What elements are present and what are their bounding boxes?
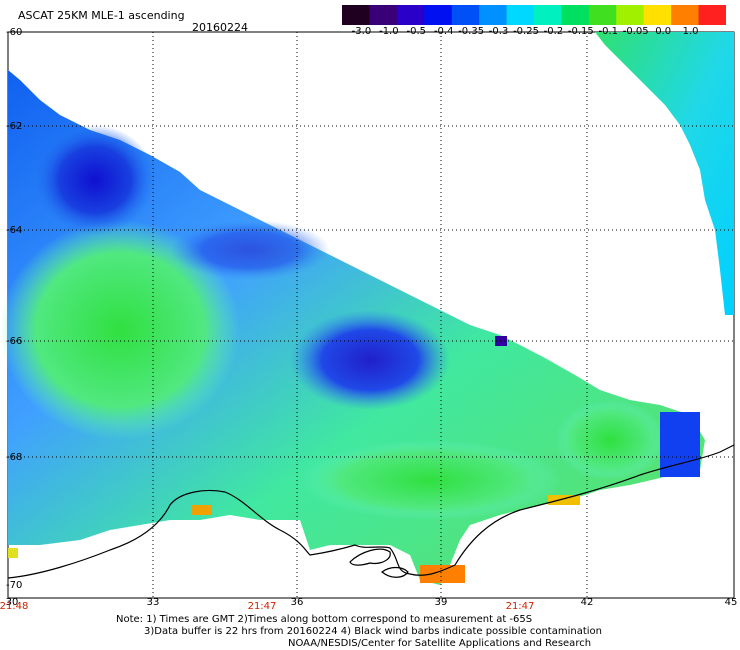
colorbar-tick-label: -0.3 — [488, 26, 509, 37]
colorbar-cell — [643, 5, 672, 25]
colorbar-cell — [534, 5, 562, 25]
x-label-39: 39 — [434, 597, 448, 608]
time-label: 21:47 — [247, 601, 277, 612]
colorbar-cell — [506, 5, 535, 25]
footer-note-1: Note: 1) Times are GMT 2)Times along bot… — [116, 614, 533, 625]
map-title: ASCAT 25KM MLE-1 ascending — [18, 9, 185, 22]
colorbar-tick-label: -0.2 — [543, 26, 564, 37]
data-swath-right — [595, 32, 734, 315]
data-blue-core — [35, 125, 155, 235]
colorbar-tick-label: 1.0 — [682, 26, 699, 37]
colorbar-cell — [479, 5, 508, 25]
data-yellow-pixel — [548, 495, 580, 505]
data-blue-core — [170, 220, 330, 280]
coastline — [7, 444, 735, 579]
data-green-region — [0, 220, 240, 440]
y-label-66: -66 — [6, 336, 23, 347]
colorbar-tick-label: -0.5 — [406, 26, 427, 37]
footer-credit: NOAA/NESDIS/Center for Satellite Applica… — [288, 638, 592, 649]
colorbar-tick-label: 0.0 — [655, 26, 672, 37]
colorbar-cell — [561, 5, 590, 25]
colorbar-tick-label: -0.25 — [513, 26, 539, 37]
colorbar-cell — [671, 5, 700, 25]
data-green-region — [300, 440, 560, 520]
data-orange-pixel — [420, 565, 465, 583]
x-label-36: 36 — [290, 597, 304, 608]
time-label: 21:47 — [505, 601, 535, 612]
colorbar-tick-label: -0.15 — [567, 26, 594, 37]
data-blue-strip — [660, 412, 700, 477]
colorbar-tick-label: -0.35 — [458, 26, 485, 37]
colorbar-tick-label: -0.1 — [598, 26, 619, 37]
colorbar-cell — [396, 5, 425, 25]
colorbar-tick-label: -0.05 — [622, 26, 649, 37]
colorbar-tick-label: -3.0 — [351, 26, 372, 37]
x-label-45: 45 — [724, 597, 738, 608]
colorbar — [341, 4, 727, 29]
colorbar-cell — [342, 5, 370, 25]
grid-lines — [8, 32, 734, 598]
footer-note-2: 3)Data buffer is 22 hrs from 20160224 4)… — [144, 626, 602, 637]
data-blue-core — [290, 310, 450, 410]
data-green-region — [555, 400, 665, 480]
colorbar-cell — [451, 5, 480, 25]
x-label-33: 33 — [146, 597, 160, 608]
colorbar-tick-label: -1.0 — [379, 26, 399, 37]
data-yellow-pixel — [8, 548, 18, 558]
colorbar-swatches — [341, 4, 727, 26]
colorbar-cell — [698, 5, 727, 25]
x-label-30: 30 — [5, 597, 19, 608]
coastline-island — [349, 548, 391, 566]
y-label-60: -60 — [6, 27, 23, 38]
y-label-62: -62 — [6, 121, 23, 132]
y-label-64: -64 — [6, 225, 23, 236]
colorbar-cell — [616, 5, 645, 25]
y-label-68: -68 — [6, 452, 23, 463]
colorbar-cell — [369, 5, 398, 25]
map-date: 20160224 — [192, 21, 248, 34]
colorbar-tick-label: -0.4 — [433, 26, 454, 37]
data-orange-pixel — [192, 505, 212, 515]
x-label-42: 42 — [580, 597, 594, 608]
coastline-island — [381, 566, 409, 578]
y-label-70: -70 — [6, 580, 23, 591]
time-label: 21:48 — [0, 601, 29, 612]
colorbar-cell — [424, 5, 453, 25]
colorbar-cell — [588, 5, 617, 25]
